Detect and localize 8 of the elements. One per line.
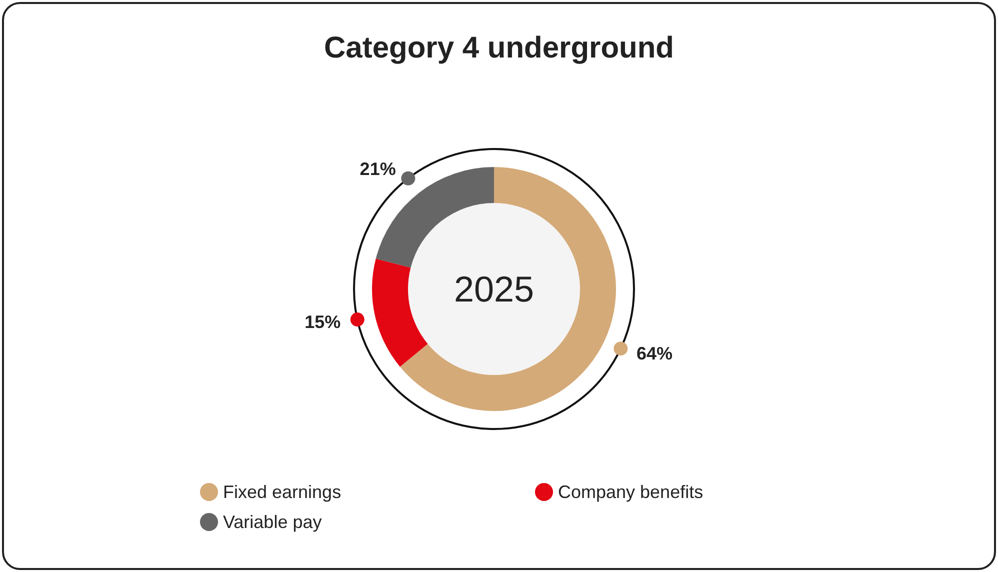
legend-label: Variable pay [223,512,322,532]
data-label: 15% [304,312,341,332]
legend-label: Fixed earnings [223,482,342,502]
data-label: 64% [636,344,673,364]
text: 2025 [454,268,534,310]
chart-title: Category 4 underground [324,32,674,64]
legend-label: Company benefits [558,482,704,502]
data-label: 21% [360,158,396,179]
